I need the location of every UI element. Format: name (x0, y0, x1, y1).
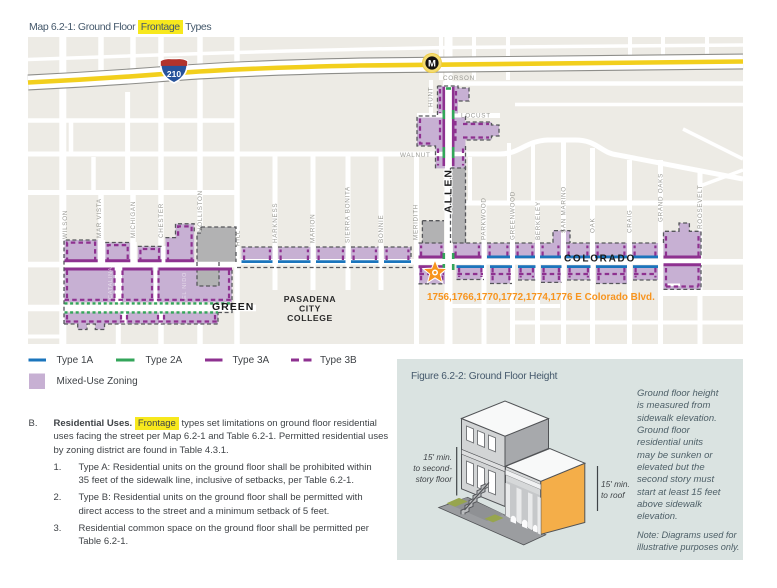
svg-text:ALLEN: ALLEN (443, 168, 455, 213)
svg-text:210: 210 (167, 69, 181, 79)
svg-text:BERKELEY: BERKELEY (535, 201, 542, 240)
svg-text:OAK: OAK (590, 218, 597, 233)
svg-text:MICHIGAN: MICHIGAN (130, 201, 137, 238)
svg-text:CITY: CITY (299, 304, 321, 314)
svg-text:COLORADO: COLORADO (564, 254, 636, 265)
svg-text:PARKWOOD: PARKWOOD (481, 197, 488, 240)
svg-text:HARKNESS: HARKNESS (272, 203, 279, 243)
svg-text:MERIDITH: MERIDITH (413, 204, 420, 240)
svg-text:HILL: HILL (235, 230, 242, 246)
svg-text:GRAND OAKS: GRAND OAKS (658, 173, 665, 222)
svg-text:WALNUT: WALNUT (400, 152, 431, 159)
svg-text:EL NIDO: EL NIDO (182, 272, 188, 299)
svg-text:COLLEGE: COLLEGE (287, 313, 333, 323)
svg-text:1756,1766,1770,1772,1774,1776: 1756,1766,1770,1772,1774,1776 E Colorado… (427, 292, 655, 303)
svg-text:SAN MARINO: SAN MARINO (561, 186, 568, 233)
svg-text:CHESTER: CHESTER (158, 203, 165, 238)
svg-text:CATALINA: CATALINA (108, 267, 114, 299)
svg-text:M: M (428, 58, 436, 69)
svg-text:LOCUST: LOCUST (461, 113, 491, 120)
svg-text:CRAIG: CRAIG (627, 210, 634, 233)
svg-text:HUNT: HUNT (428, 87, 435, 107)
svg-text:SIERRA BONITA: SIERRA BONITA (345, 186, 352, 243)
svg-text:MAR VISTA: MAR VISTA (96, 198, 103, 238)
svg-text:GREENWOOD: GREENWOOD (510, 191, 517, 240)
svg-text:BONNIE: BONNIE (378, 215, 385, 243)
svg-text:WILSON: WILSON (62, 210, 69, 239)
svg-text:PASADENA: PASADENA (284, 294, 336, 304)
svg-text:CORSON: CORSON (443, 75, 475, 82)
svg-text:ROOSEVELT: ROOSEVELT (697, 185, 704, 229)
svg-text:MARION: MARION (310, 214, 317, 243)
svg-text:HOLLISTON: HOLLISTON (197, 190, 204, 232)
svg-text:GREEN: GREEN (212, 301, 254, 313)
